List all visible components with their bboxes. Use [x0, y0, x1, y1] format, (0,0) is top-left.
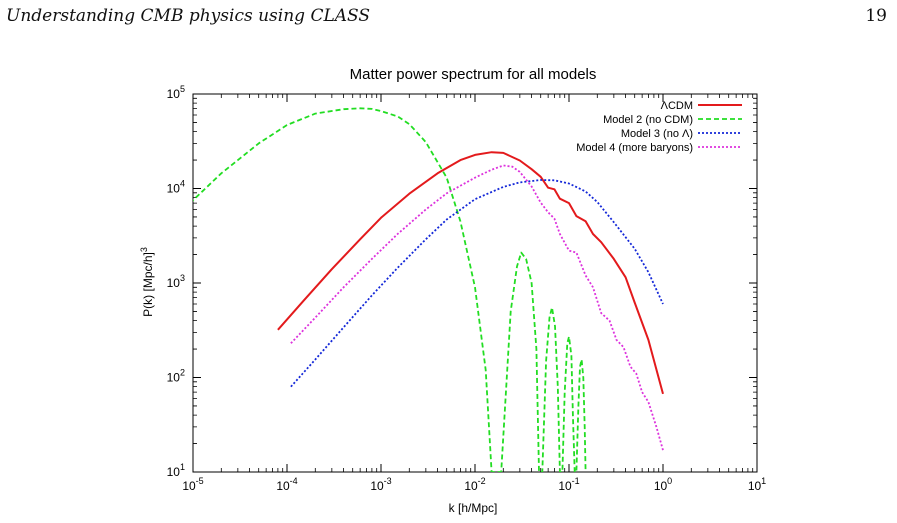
legend-label-2: Model 2 (no CDM)	[603, 114, 693, 126]
x-axis-label: k [h/Mpc]	[449, 501, 498, 515]
y-axis-label: P(k) [Mpc/h]3	[139, 247, 155, 317]
series-line-2	[193, 107, 587, 472]
y-axis-label-text: P(k) [Mpc/h]	[141, 252, 155, 317]
y-axis-label-exponent: 3	[139, 247, 149, 252]
series-line-1	[277, 151, 664, 395]
x-tick-label: 10-5	[182, 476, 203, 493]
x-tick-label: 10-3	[370, 476, 391, 493]
legend-label-4: Model 4 (more baryons)	[576, 142, 693, 154]
chart-title: Matter power spectrum for all models	[350, 66, 597, 83]
y-tick-label: 102	[167, 368, 185, 385]
legend-label-3: Model 3 (no Λ)	[621, 128, 693, 140]
running-head: Understanding CMB physics using CLASS	[6, 6, 371, 26]
y-tick-label: 104	[167, 179, 185, 196]
legend-label-1: ΛCDM	[661, 100, 693, 112]
y-tick-label: 105	[167, 84, 185, 101]
x-tick-label: 100	[654, 476, 672, 493]
series-line-3	[290, 179, 664, 388]
x-tick-label: 101	[748, 476, 766, 493]
minor-ticks	[193, 94, 757, 472]
x-tick-label: 10-2	[464, 476, 485, 493]
x-tick-label: 10-1	[558, 476, 579, 493]
y-tick-label: 103	[167, 273, 185, 290]
series-line-4	[290, 164, 664, 451]
x-tick-label: 10-4	[276, 476, 297, 493]
page-number: 19	[865, 6, 887, 26]
y-tick-label: 101	[167, 462, 185, 479]
